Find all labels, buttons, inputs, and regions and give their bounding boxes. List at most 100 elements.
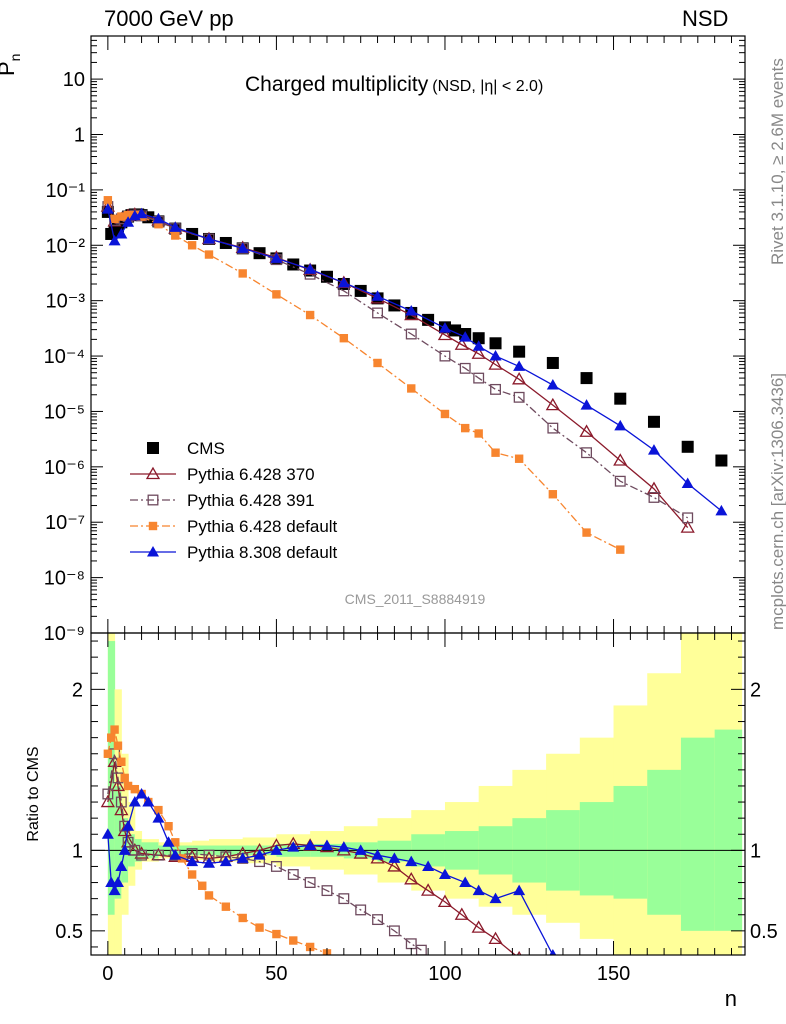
legend: CMS Pythia 6.428 370 Pythia 6.428 391 Pythi…	[130, 439, 338, 562]
ratio-point-py8	[513, 884, 526, 896]
ratio-point-py370	[110, 778, 126, 792]
top-point-py8	[546, 379, 559, 390]
top-point-py6def	[272, 290, 281, 299]
top-ylabel: Pn	[0, 54, 23, 76]
ratio-point-py8	[304, 839, 317, 851]
top-point-cms	[681, 440, 694, 453]
ratio-point-py8	[405, 855, 418, 867]
top-point-py6def	[514, 454, 524, 463]
top-point-py8	[715, 504, 728, 516]
top-point-py6def	[103, 196, 113, 205]
top-ytick-label: 10⁻⁸	[44, 568, 85, 590]
ratio-point-py370	[100, 794, 115, 808]
top-ytick-label: 10	[63, 69, 85, 91]
top-ytick-label: 10⁻³	[46, 291, 86, 313]
top-point-py8	[371, 290, 384, 301]
top-point-cms	[647, 415, 660, 428]
ratio-point-py8	[287, 841, 300, 852]
ratio-point-py8	[422, 860, 435, 871]
top-ylabel-sub: n	[7, 54, 23, 62]
legend-marker-py8	[147, 546, 159, 557]
xtick-label: 150	[597, 963, 630, 985]
ratio-point-py8	[388, 852, 401, 863]
top-point-py370	[613, 453, 628, 466]
top-point-py8	[122, 216, 135, 227]
top-point-py6def	[440, 409, 450, 419]
top-point-py8	[115, 227, 128, 239]
axes: 10110⁻¹10⁻²10⁻³10⁻⁴10⁻⁵10⁻⁶10⁻⁷10⁻⁸10⁻⁹0…	[0, 35, 778, 1011]
top-point-cms	[472, 332, 485, 345]
ratio-plot-frame	[90, 632, 746, 956]
top-point-py6def	[373, 358, 382, 368]
ratio-point-py6def	[255, 923, 264, 932]
ratio-point-py8	[169, 849, 182, 860]
top-point-py8	[169, 221, 182, 232]
ratio-point-py8	[337, 841, 350, 852]
top-point-cms	[580, 372, 593, 385]
ratio-point-py8	[438, 868, 451, 879]
top-point-py6def	[582, 528, 591, 537]
ratio-point-py391	[304, 877, 316, 889]
legend-label-cms: CMS	[187, 439, 225, 458]
top-point-py391	[372, 307, 383, 319]
top-point-cms	[614, 392, 627, 405]
legend-marker-cms	[147, 442, 159, 454]
top-ytick-label: 10⁻⁹	[44, 623, 85, 645]
top-point-py8	[236, 242, 249, 253]
top-ytick-label: 10⁻²	[46, 235, 86, 257]
top-point-py8	[108, 234, 121, 246]
top-point-py391	[581, 447, 593, 459]
watermark: CMS_2011_S8884919	[345, 591, 486, 607]
top-point-py391	[439, 350, 451, 362]
top-point-py370	[512, 372, 527, 385]
ratio-point-py370	[516, 950, 522, 955]
ratio-point-py8	[489, 892, 502, 904]
top-ytick-label: 10⁻¹	[46, 180, 86, 202]
top-point-py8	[202, 232, 215, 244]
top-point-cms	[287, 258, 300, 271]
legend-label-py8: Pythia 8.308 default	[187, 543, 338, 562]
bot-ytick-label-left: 2	[72, 679, 83, 701]
top-point-py6def	[407, 384, 416, 393]
ratio-point-py370	[404, 872, 419, 885]
top-point-py6def	[110, 214, 119, 224]
top-point-py8	[472, 340, 485, 351]
ratio-point-py8	[186, 855, 199, 867]
ratio-point-py8	[122, 820, 135, 831]
top-point-py8	[438, 322, 451, 333]
top-point-py370	[680, 520, 695, 533]
top-ylabel-main: P	[0, 61, 19, 76]
legend-marker-py391	[147, 494, 159, 506]
xlabel: n	[725, 986, 737, 1011]
ratio-point-py6def	[120, 773, 129, 783]
top-point-py8	[513, 360, 526, 371]
top-point-py8	[135, 207, 148, 219]
top-point-py6def	[491, 448, 500, 457]
ratio-point-py8	[270, 844, 283, 855]
top-point-py370	[437, 327, 453, 341]
top-point-py6def	[548, 490, 558, 499]
ratio-point-py391	[122, 836, 134, 848]
ratio-point-py8	[115, 860, 128, 871]
top-point-py391	[547, 422, 559, 434]
top-point-py6def	[305, 310, 315, 320]
top-point-py8	[647, 444, 660, 455]
ratio-point-py6def	[117, 757, 126, 766]
band-inner-bin	[647, 769, 682, 915]
top-point-py8	[614, 419, 627, 431]
ratio-point-py6def	[130, 784, 140, 794]
header-process-label: NSD	[682, 6, 729, 31]
ratio-point-py391	[388, 925, 400, 937]
bot-ytick-label-right: 1	[750, 840, 761, 862]
ratio-point-py8	[135, 788, 148, 799]
top-point-py6def	[204, 250, 214, 259]
ratio-point-py8	[236, 852, 249, 863]
ratio-point-py6def	[204, 891, 214, 900]
top-ytick-label: 10⁻⁷	[45, 512, 85, 534]
top-point-py370	[646, 481, 662, 495]
ratio-point-py8	[371, 849, 384, 860]
legend-label-py6def: Pythia 6.428 default	[187, 517, 338, 536]
ratio-point-py8	[111, 876, 124, 888]
top-point-py8	[489, 350, 502, 361]
ratio-point-py391	[287, 869, 299, 880]
